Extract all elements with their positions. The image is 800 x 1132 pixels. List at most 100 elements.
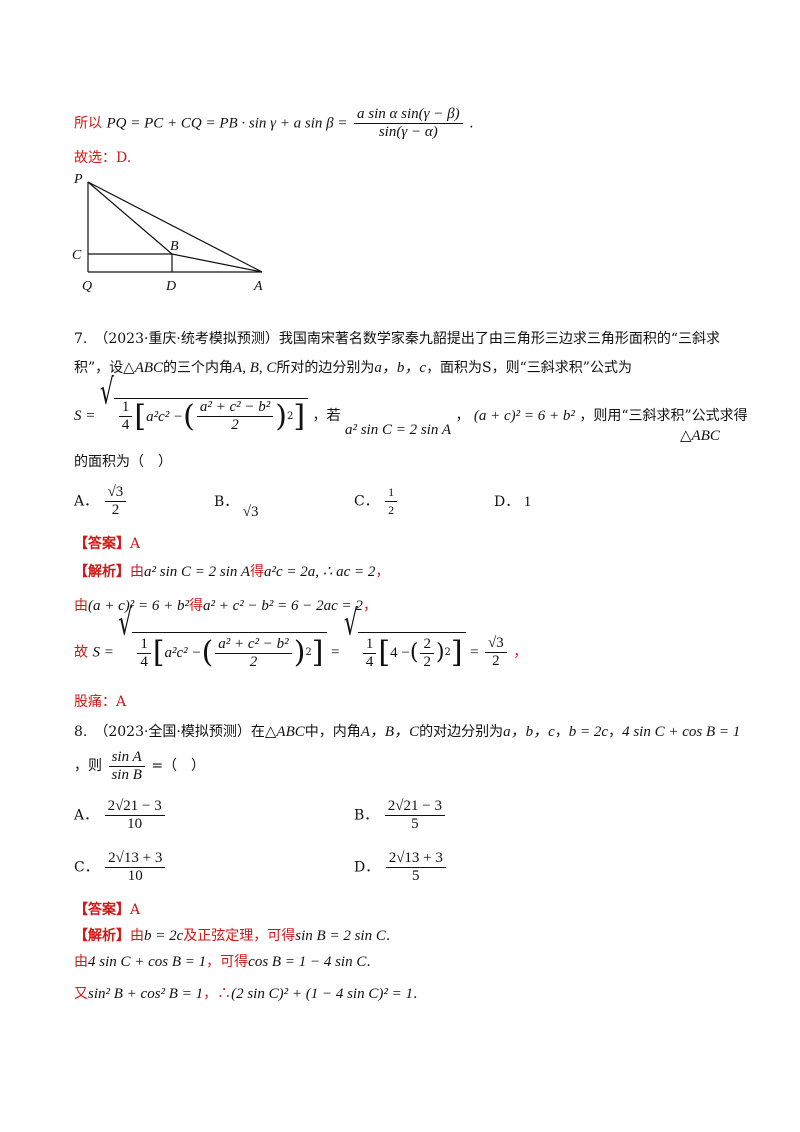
q7-option-a-num: √3 [104, 484, 127, 502]
q7-a3-end: ， [513, 644, 528, 661]
q8-option-a[interactable]: A． 2√21 − 3 10 [74, 798, 167, 833]
q7-a3-four: 4 − [390, 645, 410, 661]
q8-option-c-num: 2√13 + 3 [105, 850, 166, 868]
q8-frac: sin A sin B [108, 749, 145, 784]
q8-a1-end: . [385, 928, 391, 944]
q7-tri2: △ABC [680, 428, 720, 444]
q8-a1-pre: 由 [130, 928, 144, 944]
q8-a1-mid: 及正弦定理，可得 [183, 928, 296, 944]
q7-comma2: ， [455, 408, 470, 424]
q7-option-c[interactable]: C． 1 2 [354, 484, 399, 519]
q8-a2-end: . [366, 954, 371, 970]
q8-line2: ，则 sin A sin B =（ ） [74, 748, 205, 784]
q8-option-b-den: 5 [411, 816, 419, 832]
q8-l2b: =（ ） [151, 758, 206, 774]
q8-a1-res: sin B = 2 sin C [295, 928, 386, 944]
q8-a3-res: (2 sin C)² + (1 − 4 sin C)² = 1 [231, 986, 413, 1002]
q7-l2d: ，面积为S，则“三斜求积”公式为 [426, 360, 632, 376]
q7-l3b: ，则用“三斜求积”公式求得 [579, 408, 748, 424]
q7-answer-value: A [130, 536, 141, 552]
q8-answer: 【答案】A [74, 900, 140, 920]
q7-option-b-val: √3 [242, 504, 259, 520]
q7-analysis-2: 由(a + c)² = 6 + b²得a² + c² − b² = 6 − 2a… [74, 596, 377, 616]
q8-cond2: 4 sin C + cos B = 1 [622, 724, 741, 740]
q8-option-c-frac: 2√13 + 3 10 [105, 850, 166, 885]
q7-a3-inner-num: a² + c² − b² [215, 636, 292, 654]
q8-sides: a，b，c [503, 724, 555, 740]
q7-angles: A, B, C [233, 360, 277, 376]
label-c: C [72, 248, 82, 263]
q7-a2-cond: (a + c)² = 6 + b² [88, 598, 190, 614]
q8-a1-cond: b = 2c [144, 928, 184, 944]
q7-choice: 股痛：A [74, 694, 127, 710]
q8-a3-end: . [412, 986, 418, 1002]
q8-l2a: ，则 [74, 758, 102, 774]
q7-option-c-label: C． [354, 493, 379, 510]
q8-l1a: 8. （2023·全国·模拟预测）在 [74, 724, 265, 740]
prev-prefix: 所以 [74, 115, 102, 132]
q8-option-c[interactable]: C． 2√13 + 3 10 [74, 850, 167, 885]
q7-a3-res-num: √3 [485, 635, 507, 653]
q8-option-c-den: 10 [127, 868, 143, 884]
q8-a3-pre: 又 [74, 986, 88, 1002]
q7-tri: △ABC [123, 360, 164, 376]
prev-expr: PQ = PC + CQ = PB · sin γ + a sin β = [106, 115, 348, 132]
q7-sides: a，b，c [374, 360, 427, 376]
q8-option-a-label: A． [74, 807, 99, 824]
q8-option-d-den: 5 [412, 868, 420, 884]
line-ba [171, 253, 263, 273]
q8-a2-cond: 4 sin C + cos B = 1 [88, 954, 207, 970]
q7-option-d[interactable]: D． 1 [494, 492, 531, 512]
q8-angles: A，B，C [360, 724, 420, 740]
q8-analysis-1: 【解析】由b = 2c及正弦定理，可得sin B = 2 sin C. [74, 926, 390, 946]
q7-a1-get: 得 [250, 564, 265, 580]
q7-analysis-1: 【解析】由a² sin C = 2 sin A得a²c = 2a, ∴ ac =… [74, 562, 389, 582]
q8-analysis-3: 又sin² B + cos² B = 1，∴(2 sin C)² + (1 − … [74, 984, 417, 1004]
q7-cond1: a² sin C = 2 sin A [344, 422, 451, 438]
q8-cond1: b = 2c [568, 724, 609, 740]
q7-a2-end: ， [362, 598, 377, 614]
q7-a3-eq2: = [470, 644, 479, 661]
q7-option-c-num: 1 [385, 484, 398, 502]
q8-l1g: ， [608, 724, 623, 740]
q8-option-a-den: 10 [127, 816, 143, 832]
q7-a3-inner-den: 2 [249, 653, 258, 670]
prev-frac-den: sin(γ − α) [378, 124, 438, 140]
q8-answer-value: A [130, 902, 141, 918]
q7-S: S = [74, 408, 96, 424]
q7-a3-two-num: 2 [420, 636, 434, 654]
q8-l1b: 中，内角 [304, 724, 361, 740]
q8-option-a-frac: 2√21 − 3 10 [104, 798, 165, 833]
q7-option-c-den: 2 [388, 503, 395, 517]
q7-line1: 7. （2023·重庆·统考模拟预测）我国南宋著名数学家秦九韶提出了由三角形三边… [74, 331, 721, 347]
q8-answer-tag: 【答案】 [74, 902, 130, 918]
q7-a3-S: S = [92, 644, 114, 661]
q8-frac-den: sin B [111, 766, 142, 783]
q7-cond2: (a + c)² = 6 + b² [473, 408, 575, 424]
q8-l1d: 的对边分别为 [419, 724, 504, 740]
q7-a2-pre: 由 [74, 598, 88, 614]
q7-inner-den: 2 [231, 417, 239, 433]
q8-a2-res: cos B = 1 − 4 sin C [248, 954, 367, 970]
q7-a3-inner: a²c² − [164, 645, 202, 661]
q7-inner: a²c² − [146, 408, 184, 425]
q7-option-b[interactable]: B． √3 [214, 492, 258, 520]
q8-a2-pre: 由 [74, 954, 88, 970]
q7-option-a-den: 2 [111, 502, 120, 518]
q7-a1-end: ， [375, 564, 390, 580]
prev-conclusion: 所以 PQ = PC + CQ = PB · sin γ + a sin β =… [74, 106, 474, 141]
q7-option-c-frac: 1 2 [385, 484, 398, 519]
q7-option-a[interactable]: A． √3 2 [74, 484, 128, 519]
label-q: Q [82, 279, 92, 294]
q7-option-a-label: A． [74, 493, 99, 510]
q7-a1-cond: a² sin C = 2 sin A [144, 564, 251, 580]
q7-a3-result: √3 2 [485, 635, 507, 670]
q7-a3-eq1: = [330, 644, 340, 661]
